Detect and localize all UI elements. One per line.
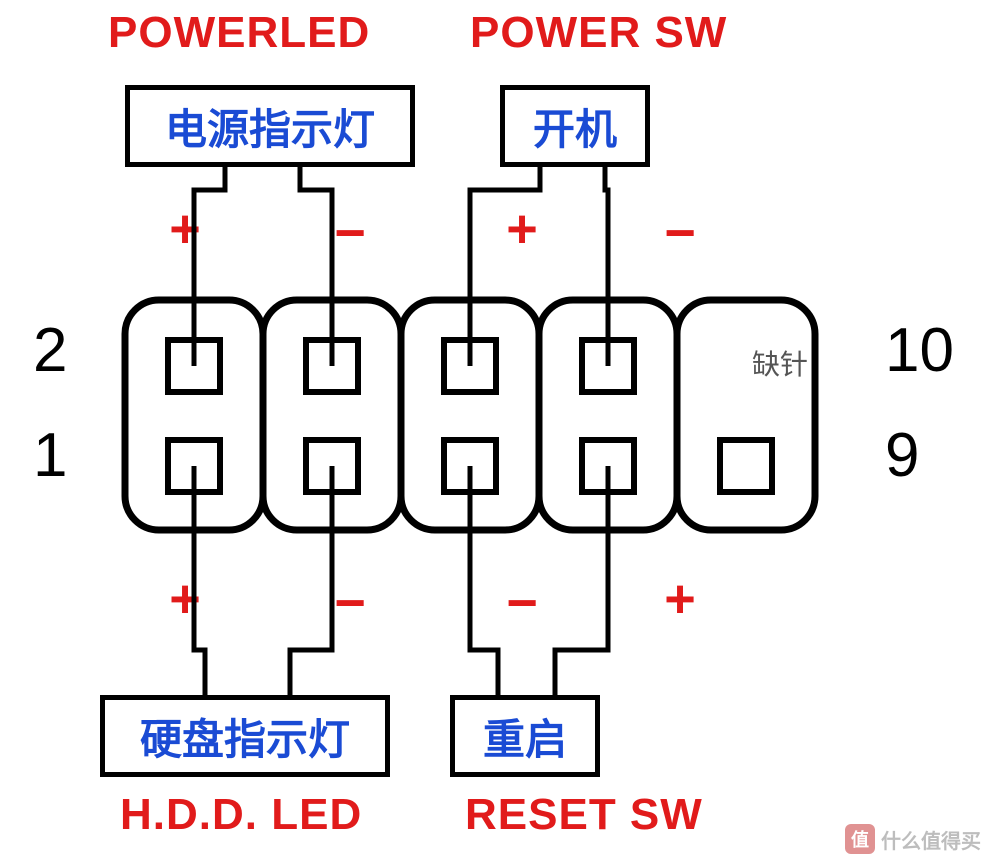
title-hddled: H.D.D. LED bbox=[120, 790, 362, 840]
sign-bot-4: + bbox=[660, 568, 700, 630]
watermark: 值 什么值得买 bbox=[845, 824, 981, 854]
pin-num-9: 9 bbox=[885, 420, 919, 491]
sign-top-4: − bbox=[660, 202, 700, 264]
missing-pin-label: 缺针 bbox=[752, 343, 808, 383]
pin-num-2: 2 bbox=[33, 315, 67, 386]
sign-top-2: − bbox=[330, 202, 370, 264]
cn-box-resetsw: 重启 bbox=[450, 695, 600, 777]
title-powerled: POWERLED bbox=[108, 8, 370, 58]
sign-bot-1: + bbox=[165, 568, 205, 630]
cn-box-powersw: 开机 bbox=[500, 85, 650, 167]
sign-top-1: + bbox=[165, 198, 205, 260]
cn-box-hddled: 硬盘指示灯 bbox=[100, 695, 390, 777]
watermark-text: 什么值得买 bbox=[881, 825, 981, 854]
sign-bot-3: − bbox=[502, 572, 542, 634]
watermark-icon: 值 bbox=[845, 824, 875, 854]
diagram-stage: POWERLED POWER SW 电源指示灯 开机 + − + − + − −… bbox=[0, 0, 991, 860]
pin-num-10: 10 bbox=[885, 315, 954, 386]
title-resetsw: RESET SW bbox=[465, 790, 703, 840]
sign-bot-2: − bbox=[330, 572, 370, 634]
sign-top-3: + bbox=[502, 198, 542, 260]
pin-num-1: 1 bbox=[33, 420, 67, 491]
title-powersw: POWER SW bbox=[470, 8, 727, 58]
cn-box-powerled: 电源指示灯 bbox=[125, 85, 415, 167]
